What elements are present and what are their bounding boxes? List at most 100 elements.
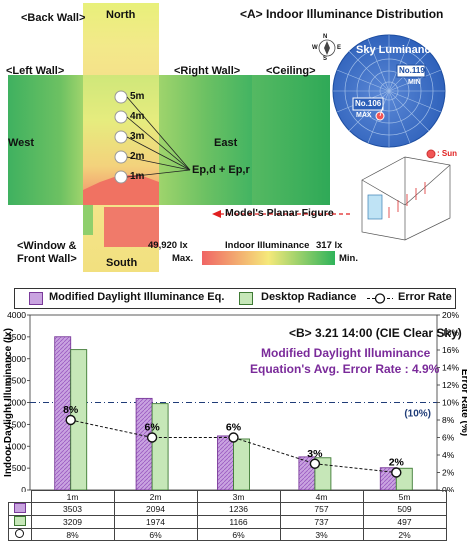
y2-tick-label: 12%	[442, 380, 459, 390]
row-swatch-modified	[8, 502, 32, 516]
error-rate-point	[228, 432, 239, 443]
error-rate-label: 8%	[63, 404, 79, 416]
error-rate-point	[146, 432, 158, 443]
table-header-cell: 5m	[362, 490, 447, 503]
window-area	[104, 207, 159, 247]
table-cell: 2%	[362, 528, 447, 541]
scale-min-label: Min.	[339, 253, 358, 264]
table-row: 3209 1974 1166 737 497	[8, 515, 447, 529]
y2-tick-label: 0%	[442, 485, 455, 492]
east-label: East	[214, 137, 238, 149]
west-label: West	[8, 137, 35, 149]
right-wall-label: <Right Wall>	[174, 65, 241, 77]
error-rate-label: 3%	[307, 448, 323, 460]
y2-tick-label: 18%	[442, 328, 459, 338]
scale-title: Indoor Illuminance	[225, 240, 310, 251]
row-swatch-radiance	[8, 515, 32, 529]
compass-e: E	[337, 45, 342, 51]
table-cell: 1974	[113, 515, 198, 529]
chart-legend: Modified Daylight Illuminance Eq. Deskto…	[14, 288, 456, 309]
scale-max-label: Max.	[172, 253, 194, 264]
sun-icon	[426, 149, 436, 159]
ceiling-map	[252, 75, 330, 205]
distance-label-4m: 4m	[130, 111, 145, 122]
north-label: North	[106, 9, 136, 21]
sky-max-number: No.106	[355, 99, 382, 108]
y2-tick-label: 2%	[442, 468, 455, 478]
panel-a-title: <A> Indoor Illuminance Distribution	[240, 7, 444, 21]
table-row: 3503 2094 1236 757 509	[8, 502, 447, 516]
distance-label-2m: 2m	[130, 151, 145, 162]
legend-swatch-modified	[29, 292, 43, 305]
left-wall-label: <Left Wall>	[6, 65, 65, 77]
y-tick-label: 500	[12, 463, 26, 473]
window-front-label-2: Front Wall>	[17, 253, 77, 265]
sun-legend-label: : Sun	[437, 149, 457, 158]
table-cell: 1236	[196, 502, 281, 516]
panel-b-subtitle-1: Modified Daylight Illuminance	[261, 346, 431, 360]
table-cell: 3503	[30, 502, 115, 516]
y-tick-label: 3500	[7, 332, 26, 342]
south-label: South	[106, 257, 138, 269]
error-rate-label: 6%	[226, 422, 242, 434]
west-wall-map	[8, 75, 83, 205]
back-wall-label: <Back Wall>	[21, 12, 86, 24]
compass-s: S	[323, 56, 328, 62]
table-header-cell: 2m	[113, 490, 198, 503]
table-cell: 757	[279, 502, 364, 516]
scale-min-value: 317 lx	[316, 240, 343, 251]
bar-modified	[135, 397, 153, 491]
reference-line-label: (10%)	[404, 409, 431, 420]
compass-w: W	[312, 45, 318, 51]
sky-min-number: No.119	[399, 66, 425, 75]
y2-tick-label: 4%	[442, 450, 455, 460]
sky-luminance-title: Sky Luminance	[356, 44, 437, 56]
sky-max-label: MAX	[356, 112, 372, 119]
table-cell: 3209	[30, 515, 115, 529]
y2-tick-label: 16%	[442, 345, 459, 355]
distance-markers	[114, 90, 128, 184]
panel-b-subtitle-2: Equation's Avg. Error Rate : 4.9%	[250, 362, 440, 376]
panel-a: <A> Indoor Illuminance Distribution <Bac…	[6, 3, 457, 272]
panel-b-title: <B> 3.21 14:00 (CIE Clear Sky)	[289, 326, 462, 340]
row-swatch-error	[8, 528, 32, 541]
distance-label-3m: 3m	[130, 131, 145, 142]
table-cell: 1166	[196, 515, 281, 529]
table-cell: 2094	[113, 502, 198, 516]
y2-tick-label: 10%	[442, 398, 459, 408]
y2-tick-label: 8%	[442, 415, 455, 425]
ep-lines	[126, 96, 191, 178]
error-rate-label: 2%	[389, 457, 405, 469]
y-tick-label: 3000	[7, 354, 26, 364]
data-table: 1m 2m 3m 4m 5m 3503 2094 1236 757 509 32…	[8, 490, 447, 541]
table-cell: 509	[362, 502, 447, 516]
planar-figure-label: Model's Planar Figure	[225, 207, 334, 219]
y-tick-label: 1000	[7, 441, 26, 451]
legend-label-modified: Modified Daylight Illuminance Eq.	[49, 291, 225, 303]
y2-axis-label: Error Rate (%)	[459, 369, 467, 436]
error-rate-chart: 0 500 1000 1500 2000 2500 3000 3500 4000 0% 2% 4% 6%…	[3, 310, 467, 492]
legend-swatch-error	[367, 293, 393, 304]
y-tick-label: 4000	[7, 310, 26, 320]
table-row: 8% 6% 6% 3% 2%	[8, 528, 447, 541]
error-rate-point	[65, 414, 76, 426]
sky-luminance-dome	[332, 34, 446, 148]
table-header-cell: 4m	[279, 490, 364, 503]
legend-swatch-radiance	[239, 292, 253, 305]
bar-radiance	[233, 438, 250, 491]
error-rate-line	[70, 419, 397, 473]
table-cell: 497	[362, 515, 447, 529]
y2-tick-label: 14%	[442, 363, 459, 373]
y2-tick-label: 20%	[442, 310, 459, 320]
ep-label: Ep,d + Ep,r	[192, 164, 250, 176]
scale-max-value: 49,920 lx	[148, 240, 188, 251]
east-wall-map	[159, 75, 252, 205]
table-cell: 3%	[279, 528, 364, 541]
room-model-figure	[361, 156, 451, 241]
bar-modified	[217, 435, 234, 491]
compass-n: N	[323, 34, 328, 40]
table-header-row: 1m 2m 3m 4m 5m	[8, 490, 447, 503]
window-front-label-1: <Window &	[17, 240, 77, 252]
table-cell: 737	[279, 515, 364, 529]
legend-label-error: Error Rate	[398, 291, 452, 303]
